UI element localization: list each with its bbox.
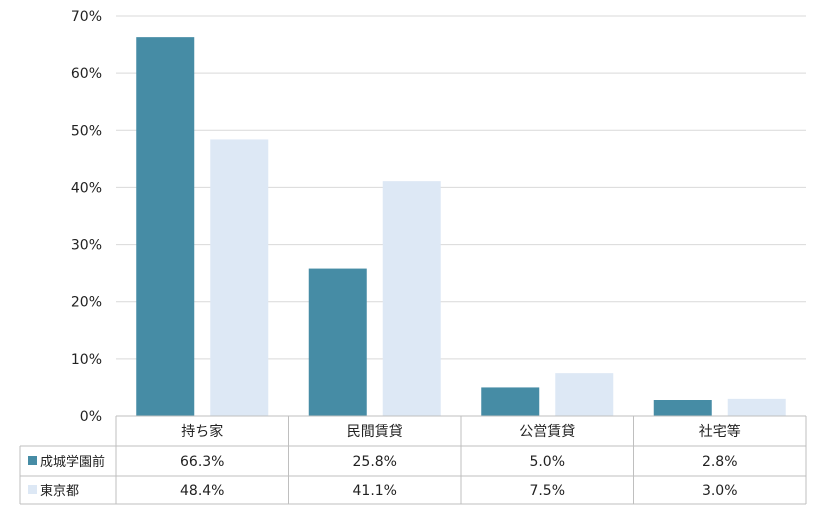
y-tick-label: 60% xyxy=(71,66,102,82)
legend-key-swatch xyxy=(28,485,37,494)
bar-series1-3 xyxy=(653,400,712,416)
y-tick-label: 70% xyxy=(71,9,102,25)
y-tick-label: 20% xyxy=(71,295,102,311)
data-table-cell: 2.8% xyxy=(702,454,738,470)
y-tick-label: 50% xyxy=(71,123,102,139)
data-table-cell: 25.8% xyxy=(353,454,397,470)
legend-key-swatch xyxy=(28,456,37,465)
bar-series1-2 xyxy=(481,387,540,416)
data-table-cell: 66.3% xyxy=(180,454,224,470)
category-label: 民間賃貸 xyxy=(347,424,403,440)
category-label: 社宅等 xyxy=(699,423,741,440)
bar-series2-2 xyxy=(555,373,614,416)
bar-series2-1 xyxy=(382,181,441,416)
y-tick-label: 40% xyxy=(71,180,102,196)
y-tick-label: 10% xyxy=(71,352,102,368)
y-tick-label: 30% xyxy=(71,238,102,254)
y-tick-label: 0% xyxy=(80,409,102,425)
bar-series1-1 xyxy=(308,268,367,416)
data-table-cell: 48.4% xyxy=(180,483,224,499)
bar-series2-3 xyxy=(727,398,786,416)
data-table-cell: 7.5% xyxy=(529,483,565,499)
series-name: 東京都 xyxy=(40,483,79,499)
data-table-cell: 5.0% xyxy=(529,454,565,470)
series-name: 成城学園前 xyxy=(40,454,105,470)
bar-series1-0 xyxy=(136,37,195,417)
data-table-cell: 3.0% xyxy=(702,483,738,499)
data-table-cell: 41.1% xyxy=(353,483,397,499)
category-label: 公営賃貸 xyxy=(519,424,575,440)
bar-series2-0 xyxy=(210,139,269,416)
category-label: 持ち家 xyxy=(181,423,223,440)
